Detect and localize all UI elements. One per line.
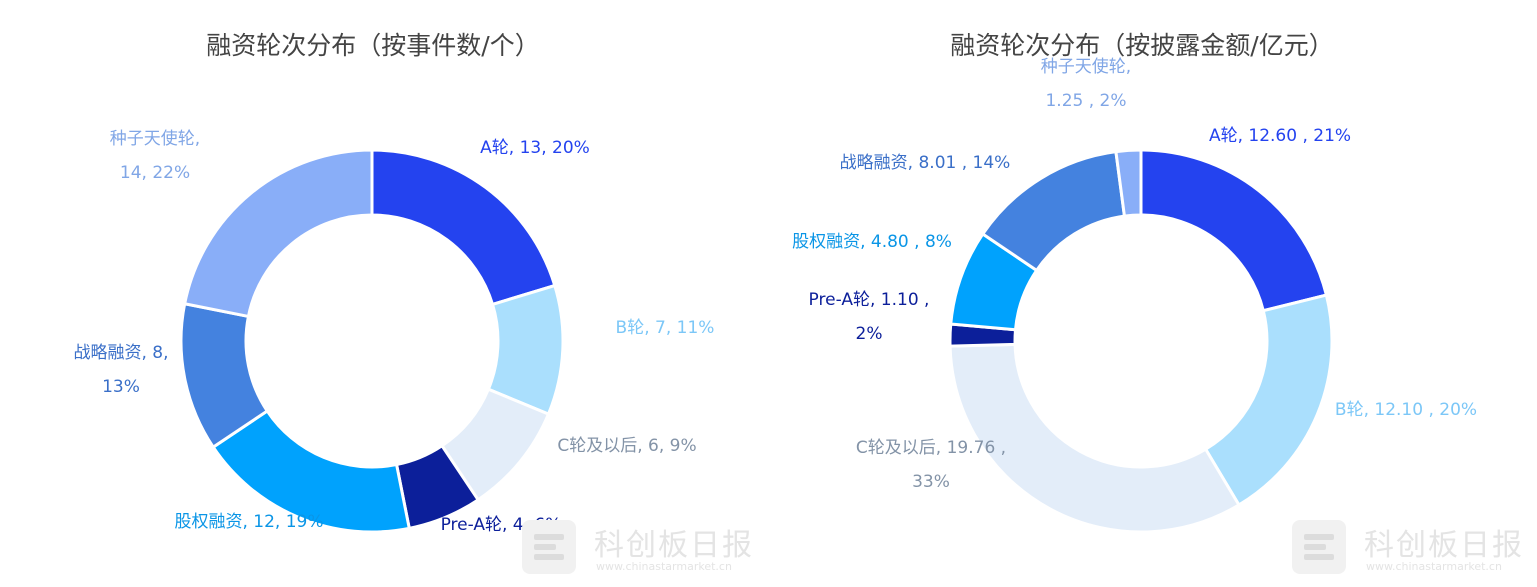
slice-label: 种子天使轮, 1.25 , 2%: [1041, 50, 1131, 118]
slice-label-line: 种子天使轮,: [1040, 57, 1132, 77]
chart-title-amount: 融资轮次分布（按披露金额/亿元）: [950, 31, 1334, 60]
slice-label-line: 1.25 , 2%: [1045, 91, 1127, 111]
donut-slice: [1114, 148, 1143, 218]
slice-label: 战略融资, 8, 13%: [73, 336, 168, 404]
slice-label: C轮及以后, 6, 9%: [557, 429, 696, 463]
slice-label-line: 33%: [912, 472, 950, 492]
chart-title-events: 融资轮次分布（按事件数/个）: [206, 31, 540, 60]
slice-label-line: 13%: [102, 377, 140, 397]
donut-slice: [1139, 148, 1329, 313]
slice-label-line: B轮, 7, 11%: [615, 318, 715, 338]
slice-label: 战略融资, 8.01 , 14%: [840, 146, 1011, 180]
slice-label-line: Pre-A轮, 1.10 ,: [808, 290, 930, 310]
slice-label-line: 种子天使轮,: [109, 129, 201, 149]
slice-label: A轮, 13, 20%: [480, 131, 590, 165]
newspaper-logo-icon: [522, 520, 576, 574]
slice-label: A轮, 12.60 , 21%: [1209, 119, 1351, 153]
slice-label: B轮, 7, 11%: [616, 311, 715, 345]
slice-label-line: 战略融资, 8,: [73, 343, 169, 363]
slice-label: 种子天使轮, 14, 22%: [110, 122, 200, 190]
slice-label: 股权融资, 4.80 , 8%: [792, 225, 952, 259]
watermark: 科创板日报 www.chinastarmarket.cn: [522, 518, 762, 578]
slice-label-line: 股权融资, 4.80 , 8%: [792, 232, 952, 252]
slice-label-line: A轮, 13, 20%: [480, 138, 590, 158]
slice-label-line: A轮, 12.60 , 21%: [1208, 126, 1352, 146]
watermark-url: www.chinastarmarket.cn: [1366, 560, 1502, 573]
slice-label-line: 战略融资, 8.01 , 14%: [839, 153, 1011, 173]
watermark-name: 科创板日报: [1364, 528, 1524, 563]
watermark-url: www.chinastarmarket.cn: [596, 560, 732, 573]
slice-label: 股权融资, 12, 19%: [174, 505, 323, 539]
donut-slice: [948, 342, 1242, 534]
slice-label-line: 2%: [855, 324, 883, 344]
slice-label-line: B轮, 12.10 , 20%: [1334, 400, 1478, 420]
slice-label-line: 14, 22%: [119, 163, 191, 183]
watermark-name: 科创板日报: [594, 528, 754, 563]
donut-slice: [182, 148, 374, 319]
donut-slice: [1203, 293, 1334, 508]
slice-label: B轮, 12.10 , 20%: [1335, 393, 1477, 427]
slice-label-line: C轮及以后, 6, 9%: [557, 436, 697, 456]
newspaper-logo-icon: [1292, 520, 1346, 574]
slice-label-line: 股权融资, 12, 19%: [174, 512, 324, 532]
slice-label-line: C轮及以后, 19.76 ,: [855, 438, 1007, 458]
watermark: 科创板日报 www.chinastarmarket.cn: [1292, 518, 1532, 578]
slice-label: C轮及以后, 19.76 , 33%: [856, 431, 1006, 499]
slice-label: Pre-A轮, 1.10 , 2%: [809, 283, 930, 351]
